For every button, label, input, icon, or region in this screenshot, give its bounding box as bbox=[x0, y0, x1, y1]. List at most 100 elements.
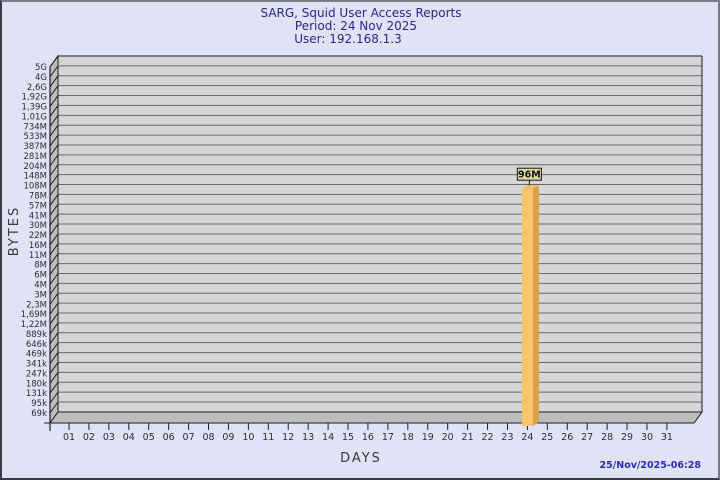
y-tick-label: 4G bbox=[35, 73, 47, 83]
x-tick-label: 13 bbox=[302, 432, 314, 443]
generated-timestamp: 25/Nov/2025-06:28 bbox=[600, 460, 702, 471]
y-tick bbox=[49, 401, 59, 414]
y-tick-label: 3M bbox=[34, 290, 47, 300]
y-tick-label: 5G bbox=[35, 63, 47, 73]
y-tick-label: 180k bbox=[26, 379, 47, 389]
y-tick bbox=[49, 381, 59, 394]
y-tick bbox=[49, 65, 59, 78]
x-tick-label: 10 bbox=[242, 432, 254, 443]
x-tick-label: 07 bbox=[183, 432, 195, 443]
y-tick-label: 57M bbox=[29, 201, 47, 211]
x-tick-label: 29 bbox=[621, 432, 633, 443]
y-tick-label: 469k bbox=[26, 350, 47, 360]
y-tick-label: 387M bbox=[23, 142, 47, 152]
x-tick-label: 05 bbox=[143, 432, 155, 443]
y-tick bbox=[49, 312, 59, 325]
y-axis-title: BYTES bbox=[7, 206, 22, 257]
chart-user-subtitle: User: 192.168.1.3 bbox=[294, 32, 402, 46]
y-tick-label: 16M bbox=[29, 241, 47, 251]
y-tick bbox=[49, 194, 59, 206]
y-tick bbox=[49, 134, 59, 147]
x-tick-label: 30 bbox=[641, 432, 653, 443]
y-tick bbox=[49, 164, 59, 177]
y-tick bbox=[49, 243, 59, 256]
x-tick-label: 27 bbox=[581, 432, 593, 443]
x-tick-label: 09 bbox=[222, 432, 234, 443]
x-tick-label: 16 bbox=[362, 432, 374, 443]
x-tick-label: 23 bbox=[501, 432, 513, 443]
y-tick-label: 341k bbox=[26, 360, 47, 370]
floor bbox=[49, 411, 703, 424]
y-tick-label: 2,3M bbox=[26, 300, 47, 310]
x-tick-label: 15 bbox=[342, 432, 354, 443]
y-tick bbox=[49, 391, 59, 404]
y-tick-label: 1,01G bbox=[21, 112, 47, 122]
x-tick-label: 12 bbox=[282, 432, 294, 443]
y-tick-label: 11M bbox=[29, 251, 47, 261]
x-tick-label: 20 bbox=[442, 432, 454, 443]
y-tick-label: 148M bbox=[23, 172, 47, 182]
y-tick bbox=[49, 75, 59, 88]
y-tick-label: 108M bbox=[23, 182, 47, 192]
x-tick-label: 06 bbox=[163, 432, 175, 443]
y-tick bbox=[49, 322, 59, 335]
y-tick bbox=[49, 203, 59, 216]
value-label-box bbox=[516, 167, 542, 181]
x-tick-label: 04 bbox=[123, 432, 135, 443]
y-tick-label: 41M bbox=[29, 211, 47, 221]
x-tick-label: 21 bbox=[462, 432, 474, 443]
y-tick bbox=[49, 233, 59, 246]
x-tick-label: 03 bbox=[103, 432, 115, 443]
y-tick-label: 22M bbox=[29, 231, 47, 241]
y-tick-label: 646k bbox=[26, 340, 47, 350]
y-tick-label: 889k bbox=[26, 330, 47, 340]
y-tick bbox=[49, 302, 59, 315]
y-tick bbox=[49, 332, 59, 345]
bar-value-label: 96M bbox=[518, 170, 541, 181]
y-tick bbox=[49, 213, 59, 226]
y-tick bbox=[49, 283, 59, 295]
y-tick bbox=[49, 263, 59, 275]
y-tick bbox=[49, 292, 59, 305]
x-tick-label: 01 bbox=[63, 432, 75, 443]
y-tick bbox=[49, 95, 59, 107]
y-tick-label: 247k bbox=[26, 369, 47, 379]
x-tick-label: 02 bbox=[83, 432, 95, 443]
y-tick bbox=[49, 342, 59, 354]
y-tick-label: 6M bbox=[34, 271, 47, 281]
bar-day-24 bbox=[521, 189, 533, 426]
y-tick-label: 30M bbox=[29, 221, 47, 231]
y-tick bbox=[49, 174, 59, 186]
x-tick-label: 24 bbox=[521, 432, 533, 443]
y-tick bbox=[49, 154, 59, 167]
x-tick-label: 18 bbox=[402, 432, 414, 443]
y-tick-label: 533M bbox=[23, 132, 47, 142]
chart-period-subtitle: Period: 24 Nov 2025 bbox=[295, 19, 417, 33]
x-tick-label: 08 bbox=[202, 432, 214, 443]
y-tick bbox=[49, 144, 59, 157]
y-tick-label: 204M bbox=[23, 162, 47, 172]
y-tick bbox=[49, 55, 59, 68]
x-axis-title: DAYS bbox=[340, 451, 382, 466]
y-tick-label: 131k bbox=[26, 389, 47, 399]
x-tick-label: 28 bbox=[601, 432, 613, 443]
y-tick-label: 4M bbox=[34, 280, 47, 290]
y-tick-label: 1,69M bbox=[21, 310, 47, 320]
bar-side-face bbox=[532, 185, 539, 426]
chart-plot-area: 5G4G2,6G1,92G1,39G1,01G734M533M387M281M2… bbox=[21, 54, 703, 443]
x-tick-label: 22 bbox=[481, 432, 493, 443]
x-tick-label: 19 bbox=[422, 432, 434, 443]
x-tick-label: 26 bbox=[561, 432, 573, 443]
x-tick-label: 25 bbox=[541, 432, 553, 443]
y-tick bbox=[49, 273, 59, 285]
y-tick-label: 734M bbox=[23, 122, 47, 132]
y-tick-label: 78M bbox=[29, 192, 47, 202]
y-tick-label: 95k bbox=[31, 399, 47, 409]
chart-title: SARG, Squid User Access Reports bbox=[260, 6, 461, 20]
y-tick bbox=[49, 115, 59, 127]
y-tick bbox=[49, 105, 59, 117]
y-tick-label: 2,6G bbox=[27, 83, 47, 93]
y-tick bbox=[49, 372, 59, 384]
